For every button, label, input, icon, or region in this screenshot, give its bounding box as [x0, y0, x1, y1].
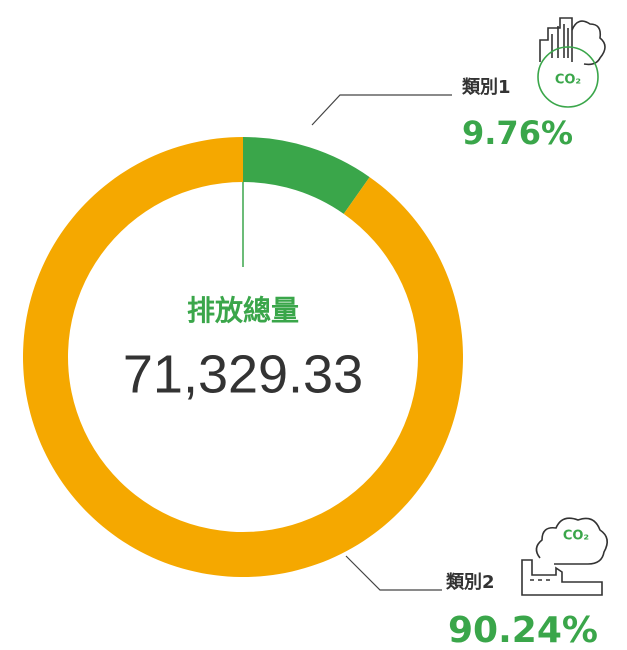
factory-icon — [521, 517, 608, 596]
center-title: 排放總量 — [187, 294, 299, 327]
leader-line — [311, 94, 452, 126]
icon-label: CO₂ — [555, 73, 581, 88]
category-label: 類別1 — [461, 77, 511, 98]
city-icon — [537, 17, 606, 108]
icon-label: CO₂ — [563, 529, 589, 544]
value-label: 90.24% — [448, 610, 598, 650]
value-label: 9.76% — [462, 114, 573, 152]
donut-slice — [243, 137, 370, 214]
leader-line — [345, 555, 442, 591]
center-value: 71,329.33 — [123, 344, 363, 404]
category-label: 類別2 — [445, 572, 495, 593]
